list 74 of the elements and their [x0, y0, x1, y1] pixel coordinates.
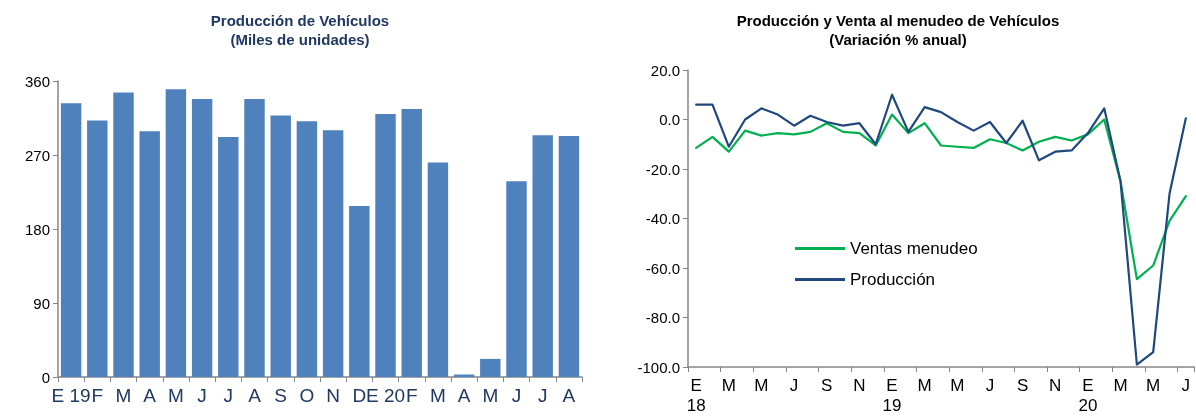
x-tick-label: J — [789, 375, 799, 395]
y-tick-label: -40.0 — [645, 210, 680, 227]
x-tick-label: J — [197, 384, 207, 406]
y-tick-label: 0.0 — [659, 111, 680, 128]
x-tick-label: O — [299, 384, 315, 406]
legend-label: Ventas menudeo — [850, 239, 978, 258]
bar — [139, 131, 160, 377]
legend-label: Producción — [850, 270, 936, 289]
x-tick-label: E 20 — [365, 384, 406, 406]
x-tick-label: M — [115, 384, 132, 406]
x-tick-label: J — [511, 384, 522, 406]
bar — [506, 181, 527, 377]
x-tick-label: A — [562, 384, 576, 406]
bar — [270, 115, 291, 377]
x-tick-label: E 20 — [1078, 375, 1098, 415]
bar — [296, 121, 318, 377]
x-tick-label: S — [821, 375, 833, 395]
y-tick-label: 270 — [24, 146, 50, 164]
x-tick-label: M — [917, 375, 932, 395]
x-tick-label: E 19 — [882, 375, 902, 415]
x-tick-label: J — [985, 375, 995, 395]
bar — [191, 99, 213, 377]
y-tick-label: -60.0 — [645, 259, 680, 277]
y-tick-label: 360 — [24, 72, 50, 90]
bar — [165, 89, 187, 377]
y-tick-label: 0 — [41, 368, 50, 386]
x-tick-label: A — [143, 384, 157, 406]
bar — [558, 136, 580, 377]
y-tick-label: 180 — [24, 220, 50, 238]
x-tick-label: E 19 — [51, 384, 91, 406]
chart-subtitle: (Miles de unidades) — [230, 31, 370, 48]
x-tick-label: M — [950, 375, 965, 395]
y-tick-label: -100.0 — [637, 358, 680, 376]
bar — [87, 120, 108, 377]
x-tick-label: N — [853, 375, 866, 395]
bar — [349, 205, 370, 377]
x-tick-label: A — [457, 384, 471, 406]
bar — [244, 99, 265, 377]
bar — [218, 136, 239, 377]
bar — [401, 108, 422, 377]
x-tick-label: M — [721, 375, 736, 395]
x-tick-label: D — [352, 384, 367, 406]
bar — [532, 135, 553, 377]
y-tick-label: -80.0 — [645, 309, 680, 326]
x-tick-label: M — [1146, 375, 1161, 395]
x-tick-label: A — [248, 384, 262, 406]
x-tick-label: J — [1181, 375, 1191, 395]
x-tick-label: M — [754, 375, 769, 395]
x-tick-label: J — [537, 384, 548, 406]
y-tick-label: 20.0 — [650, 61, 680, 79]
x-tick-label: J — [223, 384, 234, 406]
x-tick-label: M — [1113, 375, 1128, 395]
line-series — [695, 93, 1187, 366]
bar — [113, 92, 134, 377]
x-tick-label: M — [429, 384, 446, 406]
y-tick-label: 90 — [33, 294, 50, 312]
chart-subtitle: (Variación % anual) — [829, 31, 967, 48]
x-tick-label: N — [326, 384, 340, 406]
bar — [60, 103, 82, 377]
x-tick-label: M — [482, 384, 499, 406]
bar — [480, 358, 501, 377]
x-tick-label: S — [274, 384, 288, 406]
x-tick-label: M — [167, 384, 184, 406]
x-tick-label: E 18 — [686, 375, 706, 415]
bar — [427, 162, 449, 377]
bar — [375, 113, 396, 377]
x-tick-label: S — [1016, 375, 1029, 395]
bar — [322, 130, 344, 377]
y-tick-label: -20.0 — [645, 160, 680, 178]
chart-title: Producción y Venta al menudeo de Vehículos — [736, 12, 1060, 29]
x-tick-label: F — [91, 384, 104, 406]
chart-title: Producción de Vehículos — [210, 12, 390, 29]
x-tick-label: N — [1049, 375, 1062, 395]
x-tick-label: F — [405, 384, 418, 406]
